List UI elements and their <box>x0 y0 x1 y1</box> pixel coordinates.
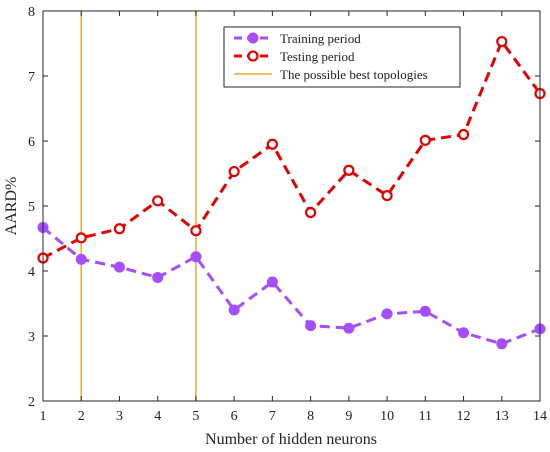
testing-period-point <box>113 223 126 235</box>
y-tick-label: 5 <box>28 200 35 215</box>
series-layer <box>37 35 546 350</box>
legend-marker-training-period <box>247 32 259 44</box>
training-period-point <box>152 272 164 283</box>
legend-marker-testing-period <box>247 50 259 62</box>
training-period-point <box>266 276 278 288</box>
legend-label-training-period: Training period <box>280 31 361 46</box>
x-tick-label: 11 <box>419 409 432 424</box>
x-tick-label: 10 <box>380 409 394 424</box>
testing-period-point <box>75 232 87 244</box>
x-tick-label: 9 <box>345 409 352 424</box>
legend: Training period Testing period The possibl… <box>223 26 461 88</box>
testing-period-point <box>152 195 164 207</box>
x-tick-label: 8 <box>307 409 314 424</box>
training-period-point <box>458 327 470 339</box>
testing-period-point <box>457 128 470 141</box>
y-tick-label: 2 <box>28 395 35 410</box>
y-tick-label: 4 <box>28 265 35 280</box>
testing-period-point <box>496 35 508 48</box>
best-topology-lines <box>80 11 197 401</box>
testing-period-point <box>305 206 317 219</box>
training-period-point <box>419 305 431 317</box>
x-tick-label: 5 <box>192 409 199 424</box>
training-period-point <box>228 304 240 316</box>
testing-period-line <box>42 38 542 260</box>
training-period-line <box>42 226 541 346</box>
y-tick-label: 7 <box>28 70 35 85</box>
x-tick-label: 13 <box>495 409 509 424</box>
training-period-point <box>381 308 393 320</box>
training-period-point <box>496 338 508 350</box>
y-tick-label: 8 <box>28 5 35 20</box>
x-tick-label: 4 <box>154 409 161 424</box>
x-axis-title: Number of hidden neurons <box>205 431 377 448</box>
x-tick-label: 6 <box>231 409 238 424</box>
x-tick-label: 3 <box>116 409 123 424</box>
training-period-point <box>75 253 87 265</box>
training-period-point <box>190 251 202 263</box>
x-tick-label: 2 <box>78 409 85 424</box>
training-period-point <box>113 261 125 273</box>
testing-period-point <box>381 190 393 202</box>
training-period-point <box>305 320 317 332</box>
x-tick-label: 1 <box>40 409 47 424</box>
testing-period-point <box>228 165 240 178</box>
legend-label-testing-period: Testing period <box>280 49 355 64</box>
y-axis-title: AARD% <box>3 177 20 236</box>
y-tick-label: 6 <box>28 135 35 150</box>
x-tick-label: 12 <box>457 409 471 424</box>
x-tick-label: 7 <box>269 409 276 424</box>
legend-label-the-possible-best-topologies: The possible best topologies <box>280 67 428 82</box>
testing-period-point <box>266 138 278 150</box>
testing-period-point <box>343 164 355 176</box>
y-tick-label: 3 <box>28 330 35 345</box>
training-period-point <box>343 322 355 334</box>
x-tick-label: 14 <box>533 409 547 424</box>
testing-period-point <box>190 225 202 237</box>
testing-period-point <box>419 134 431 146</box>
